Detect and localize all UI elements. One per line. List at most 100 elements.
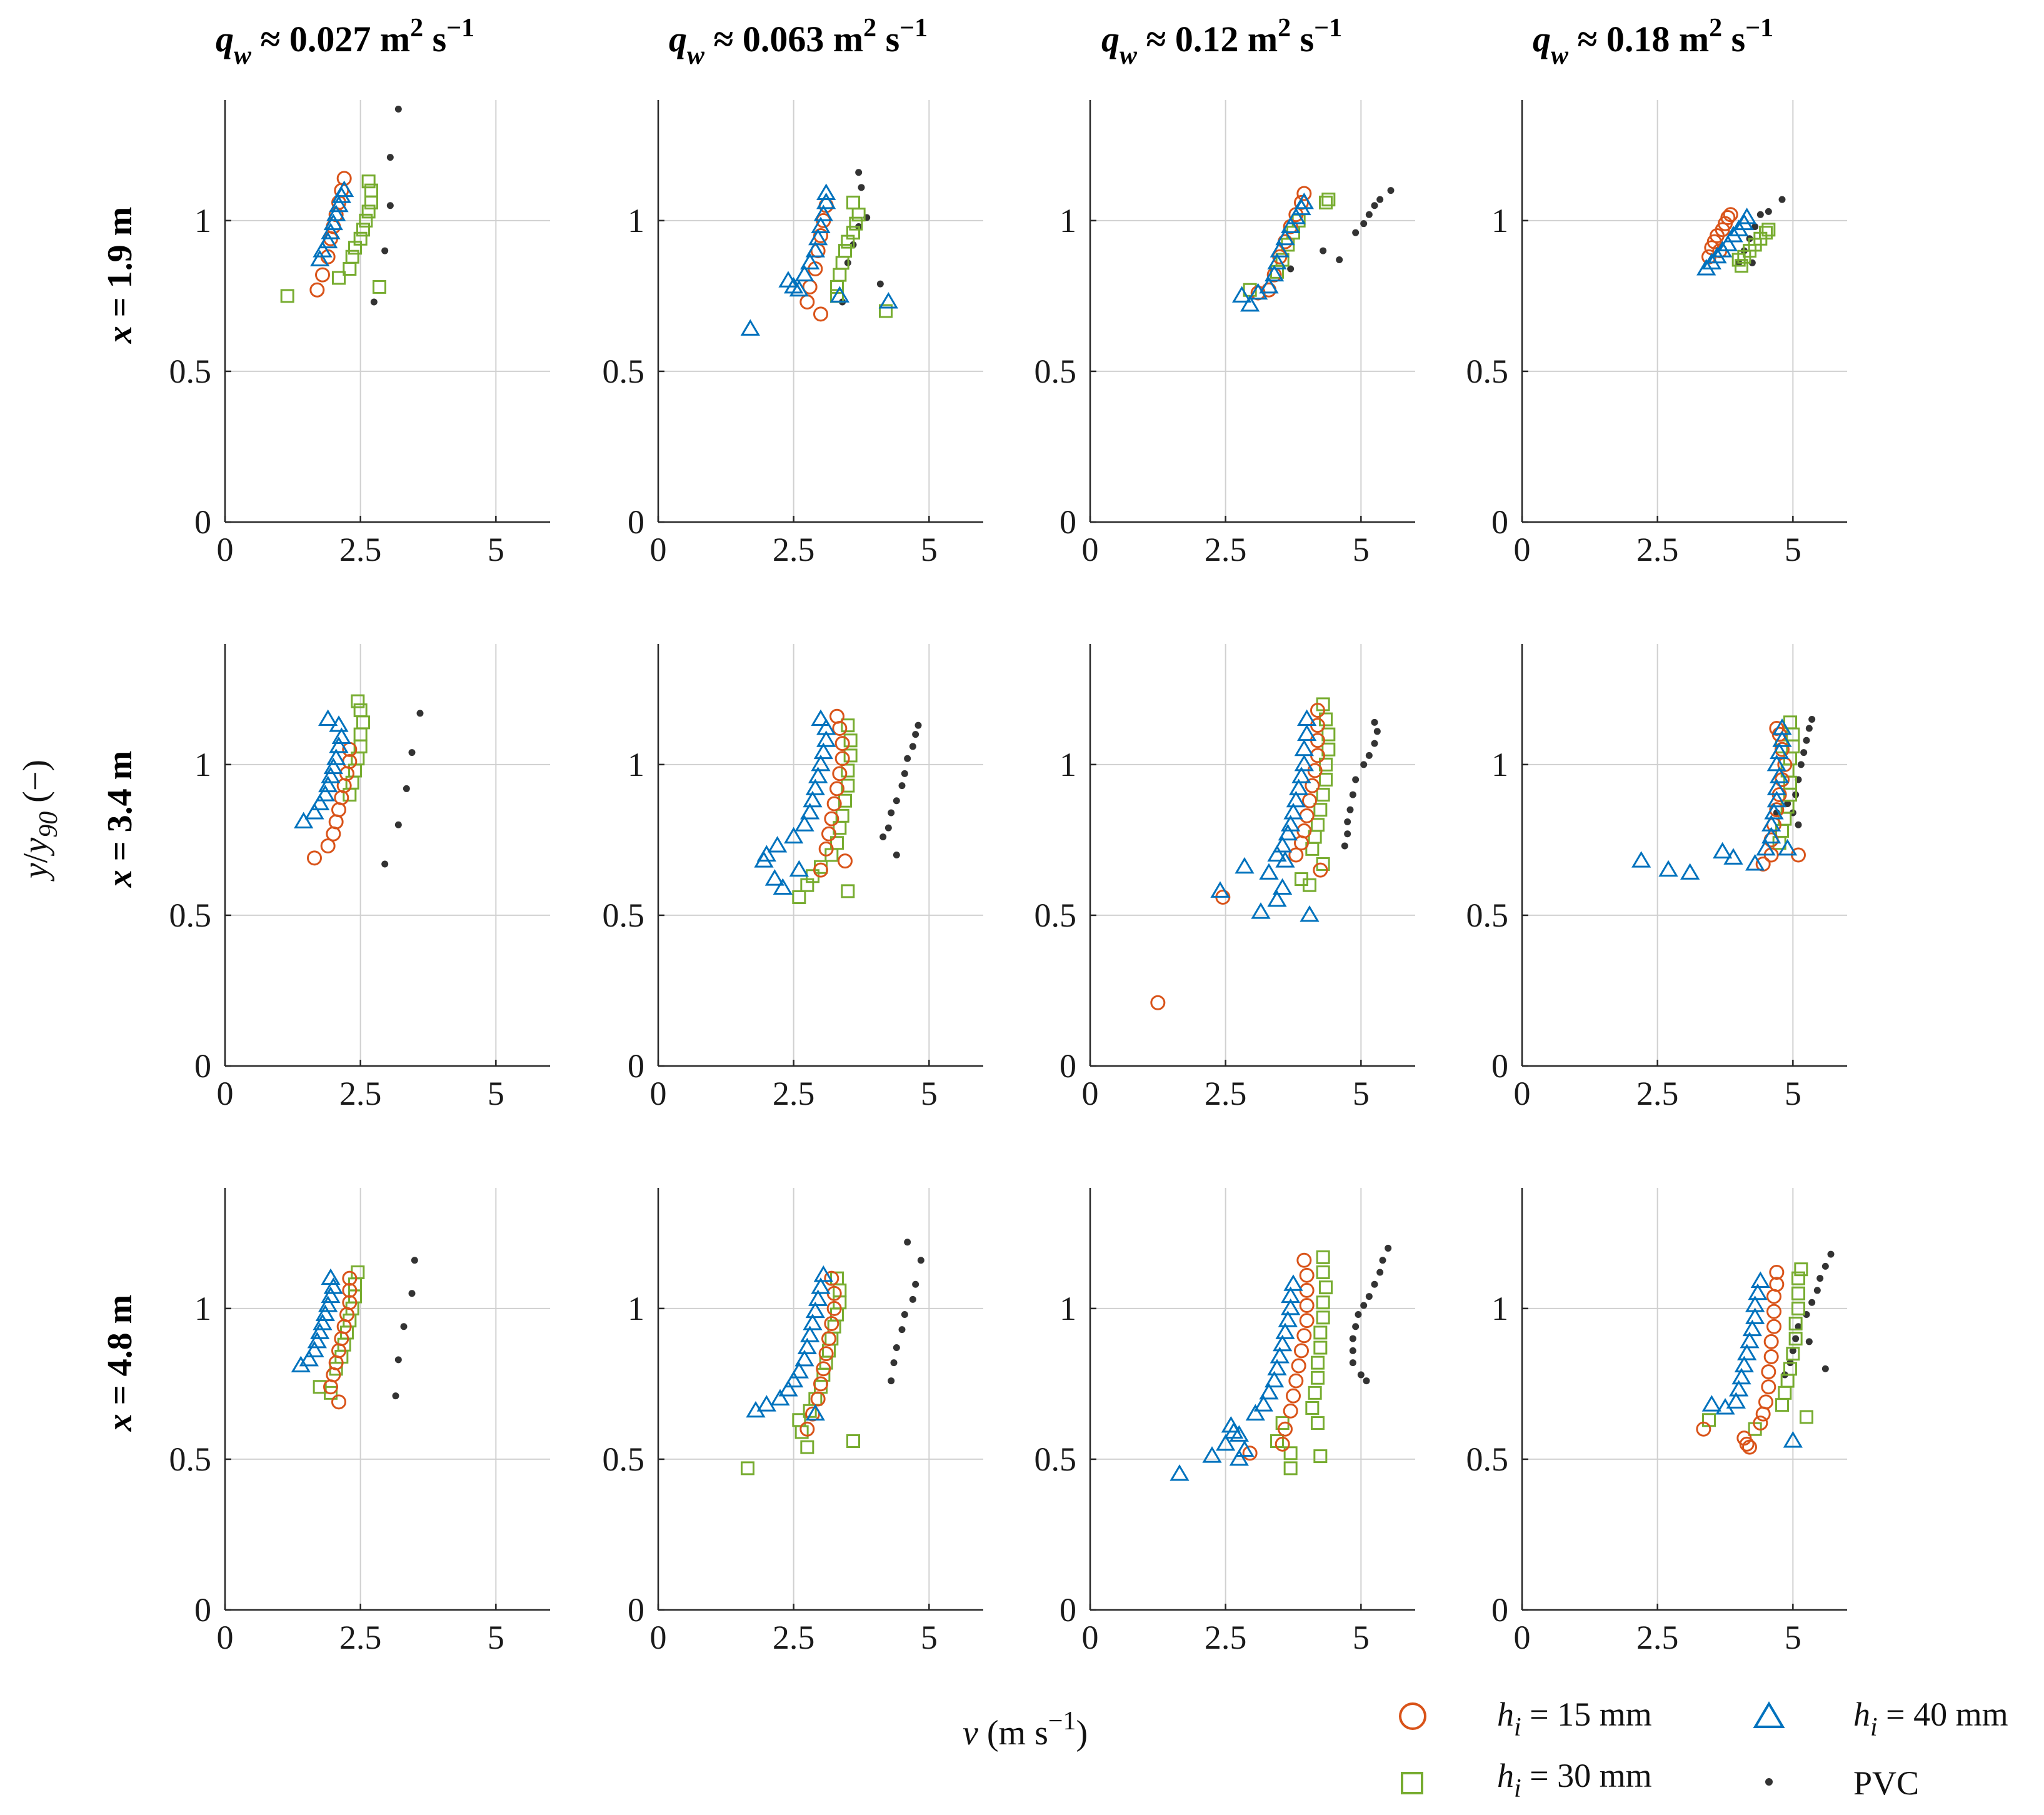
pvc-point [1803,737,1810,744]
pvc-point [1379,1257,1386,1264]
panel-r2-c4: 0 2.5 5 0 0.5 1 [1466,644,1847,1112]
h40-point [321,767,341,783]
legend-marker-h30 [1401,1772,1423,1794]
y-tick-label: 1 [194,202,211,239]
h15-point [1242,1445,1258,1461]
pvc-point [912,1280,919,1288]
y-tick-label: 0 [194,503,211,541]
h15-point [328,814,344,830]
h40-point [310,249,330,267]
pvc-point [1373,728,1381,735]
x-tick-label: 0 [1082,531,1099,568]
h40-point [764,869,784,886]
h15-point [1275,1436,1290,1452]
h40-point [1294,754,1314,772]
h30-point [1313,1449,1328,1464]
h30-point [345,249,359,264]
col-title-3: qw ≈ 0.12 m2 s−1 [1101,14,1342,70]
h30-point [1316,1310,1330,1325]
h40-point [1273,878,1293,895]
h30-point [1283,1446,1298,1461]
h30-point [1800,1410,1813,1424]
h30-point [841,884,855,898]
h40-point [811,1277,831,1294]
h15-point [824,1315,839,1331]
pvc-point [909,743,916,750]
pvc-point [890,1359,898,1367]
y-tick-label: 0.5 [1466,897,1509,934]
h40-point [299,1349,319,1367]
pvc-point [893,797,900,805]
x-tick-label: 2.5 [339,531,382,568]
pvc-point [1371,740,1378,747]
y-tick-label: 0.5 [603,353,645,390]
pvc-point [1808,1299,1816,1306]
h40-point [1275,228,1295,246]
y-tick-label: 0.5 [169,1440,212,1478]
pvc-point [1360,761,1368,768]
h40-point [315,1304,335,1321]
h15-point [821,826,836,842]
pvc-point [904,1239,911,1246]
h30-point [846,226,860,240]
h40-point [304,803,324,820]
h30-point [841,718,855,733]
panel-r3-c3: 0 2.5 5 0 0.5 1 [1035,1188,1415,1656]
h15-point [1302,793,1317,808]
h15-point [826,1300,842,1316]
h30-point [1321,727,1336,742]
h15-point [320,838,336,854]
pvc-point [893,1344,900,1352]
h40-point [304,1340,324,1357]
h15-point [813,1376,828,1392]
pvc-point [1352,1323,1360,1330]
h40-point [1259,863,1279,880]
h40-point [1737,1344,1757,1360]
x-tick-label: 0 [1082,1075,1099,1112]
h15-point [331,1394,346,1410]
x-tick-label: 0 [217,1075,234,1112]
h30-point [1794,1262,1808,1277]
h15-point [1299,1313,1315,1329]
h40-point [808,1289,828,1306]
h40-point [1278,823,1298,841]
h40-point [813,204,833,221]
pvc-point [1320,247,1327,254]
h15-point [1766,1289,1781,1304]
y-tick-label: 0.5 [1466,1440,1509,1478]
pvc-point [1805,725,1813,732]
h40-point [1770,742,1790,760]
h15-point [838,853,853,869]
x-tick-label: 0 [1514,531,1531,568]
h30-point [1311,818,1325,832]
h30-point [324,1385,338,1400]
h30-point [332,271,346,285]
h30-point [356,715,370,730]
panel-r3-c1: 0 2.5 5 0 0.5 1 [169,1188,550,1656]
h40-point [313,1314,333,1330]
y-tick-label: 0 [1491,1047,1508,1085]
pvc-point [1365,1293,1373,1300]
h40-point [318,775,338,793]
h30-point [1778,1385,1792,1400]
pvc-point [1792,1335,1800,1342]
pvc-point [1816,1275,1824,1282]
y-tick-label: 0 [628,1591,644,1629]
y-tick-label: 0 [194,1591,211,1629]
h40-point [805,778,825,795]
h30-point [364,183,378,198]
h30-point [1311,1370,1325,1385]
h40-point [1772,718,1792,735]
h30-point [833,268,847,282]
h40-point [816,730,836,747]
h40-point [773,878,793,895]
h30-point [1786,1347,1800,1361]
h40-point [797,1337,817,1355]
h30-point [353,231,368,246]
h40-point [1281,815,1301,832]
h40-point [321,1286,341,1304]
h40-point [329,736,349,753]
y-tick-label: 0 [1060,1047,1076,1085]
h40-point [323,757,343,775]
h15-point [1758,1394,1773,1410]
